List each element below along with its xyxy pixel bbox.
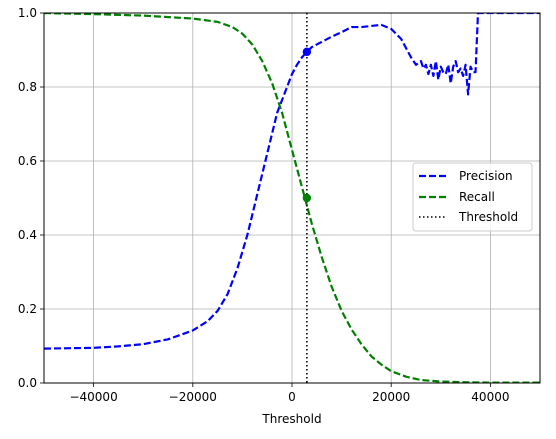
recall-threshold-marker <box>302 193 312 203</box>
threshold-markers <box>302 47 312 203</box>
y-tick-label: 1.0 <box>18 6 37 20</box>
axis-ticks: −40000 −20000 0 20000 40000 0.0 0.2 0.4 0.6 0.8 1.… <box>18 6 510 404</box>
recall-line <box>44 13 540 383</box>
x-tick-label: −40000 <box>69 390 117 404</box>
legend: Precision Recall Threshold <box>412 162 533 232</box>
x-tick-label: −20000 <box>169 390 217 404</box>
legend-precision-label: Precision <box>459 169 513 183</box>
precision-threshold-marker <box>302 47 312 57</box>
y-tick-label: 0.2 <box>18 302 37 316</box>
y-tick-label: 0.8 <box>18 80 37 94</box>
x-tick-label: 20000 <box>372 390 410 404</box>
y-tick-label: 0.6 <box>18 154 37 168</box>
x-tick-label: 0 <box>288 390 296 404</box>
x-tick-label: 40000 <box>471 390 509 404</box>
legend-box <box>412 162 533 232</box>
legend-recall-label: Recall <box>459 190 495 204</box>
precision-line <box>44 13 540 350</box>
legend-threshold-label: Threshold <box>458 210 518 224</box>
y-tick-label: 0.0 <box>18 376 37 390</box>
y-tick-label: 0.4 <box>18 228 37 242</box>
x-axis-label: Threshold <box>261 412 321 426</box>
